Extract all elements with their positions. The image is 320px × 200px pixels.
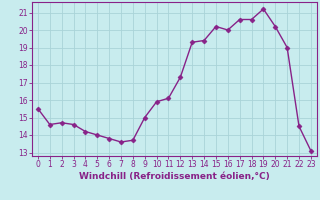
X-axis label: Windchill (Refroidissement éolien,°C): Windchill (Refroidissement éolien,°C)	[79, 172, 270, 181]
